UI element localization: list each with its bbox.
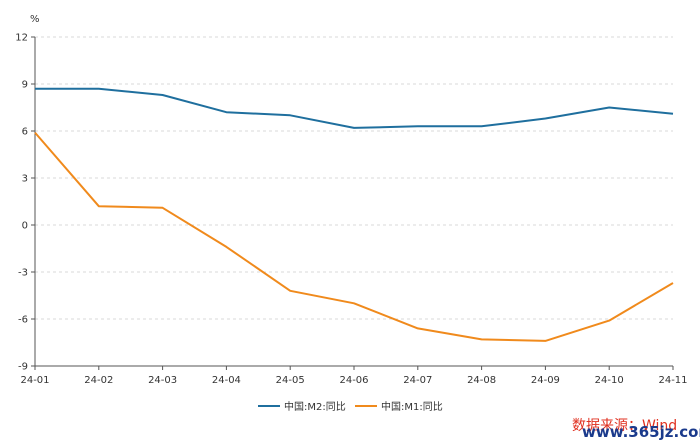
y-tick-label: 9 — [22, 80, 28, 91]
legend: 中国:M2:同比 中国:M1:同比 — [258, 400, 443, 413]
y-tick-label: -9 — [18, 362, 28, 373]
x-tick-label: 24-11 — [658, 375, 687, 386]
x-tick-label: 24-05 — [276, 375, 305, 386]
series-lines — [34, 87, 674, 342]
y-tick-label: 3 — [22, 174, 28, 185]
y-tick-label: 12 — [15, 33, 28, 44]
legend-label: 中国:M1:同比 — [381, 400, 443, 413]
y-tick-label: -6 — [18, 315, 28, 326]
y-tick-label: 6 — [22, 127, 28, 138]
y-tick-label: 0 — [22, 221, 28, 232]
series-line-m1 — [34, 131, 674, 342]
x-tick-label: 24-02 — [84, 375, 113, 386]
y-axis-unit-label: % — [30, 14, 40, 25]
x-tick-label: 24-04 — [212, 375, 241, 386]
x-tick-label: 24-08 — [467, 375, 496, 386]
y-tick-label: -3 — [18, 268, 28, 279]
legend-label: 中国:M2:同比 — [284, 400, 346, 413]
axes: 12 9 6 3 0 -3 -6 -9 24-01 24-02 24-03 24-04 24-05 24-… — [15, 33, 687, 387]
x-tick-label: 24-10 — [595, 375, 624, 386]
grid-lines — [35, 36, 673, 320]
x-tick-label: 24-09 — [531, 375, 560, 386]
series-line-m2 — [35, 87, 674, 129]
watermark-text: www.365jz.com — [582, 423, 700, 441]
x-tick-label: 24-01 — [20, 375, 49, 386]
x-tick-label: 24-07 — [403, 375, 432, 386]
x-tick-label: 24-06 — [339, 375, 368, 386]
x-tick-label: 24-03 — [148, 375, 177, 386]
source-label: 数据来源：Wind — [572, 418, 677, 434]
